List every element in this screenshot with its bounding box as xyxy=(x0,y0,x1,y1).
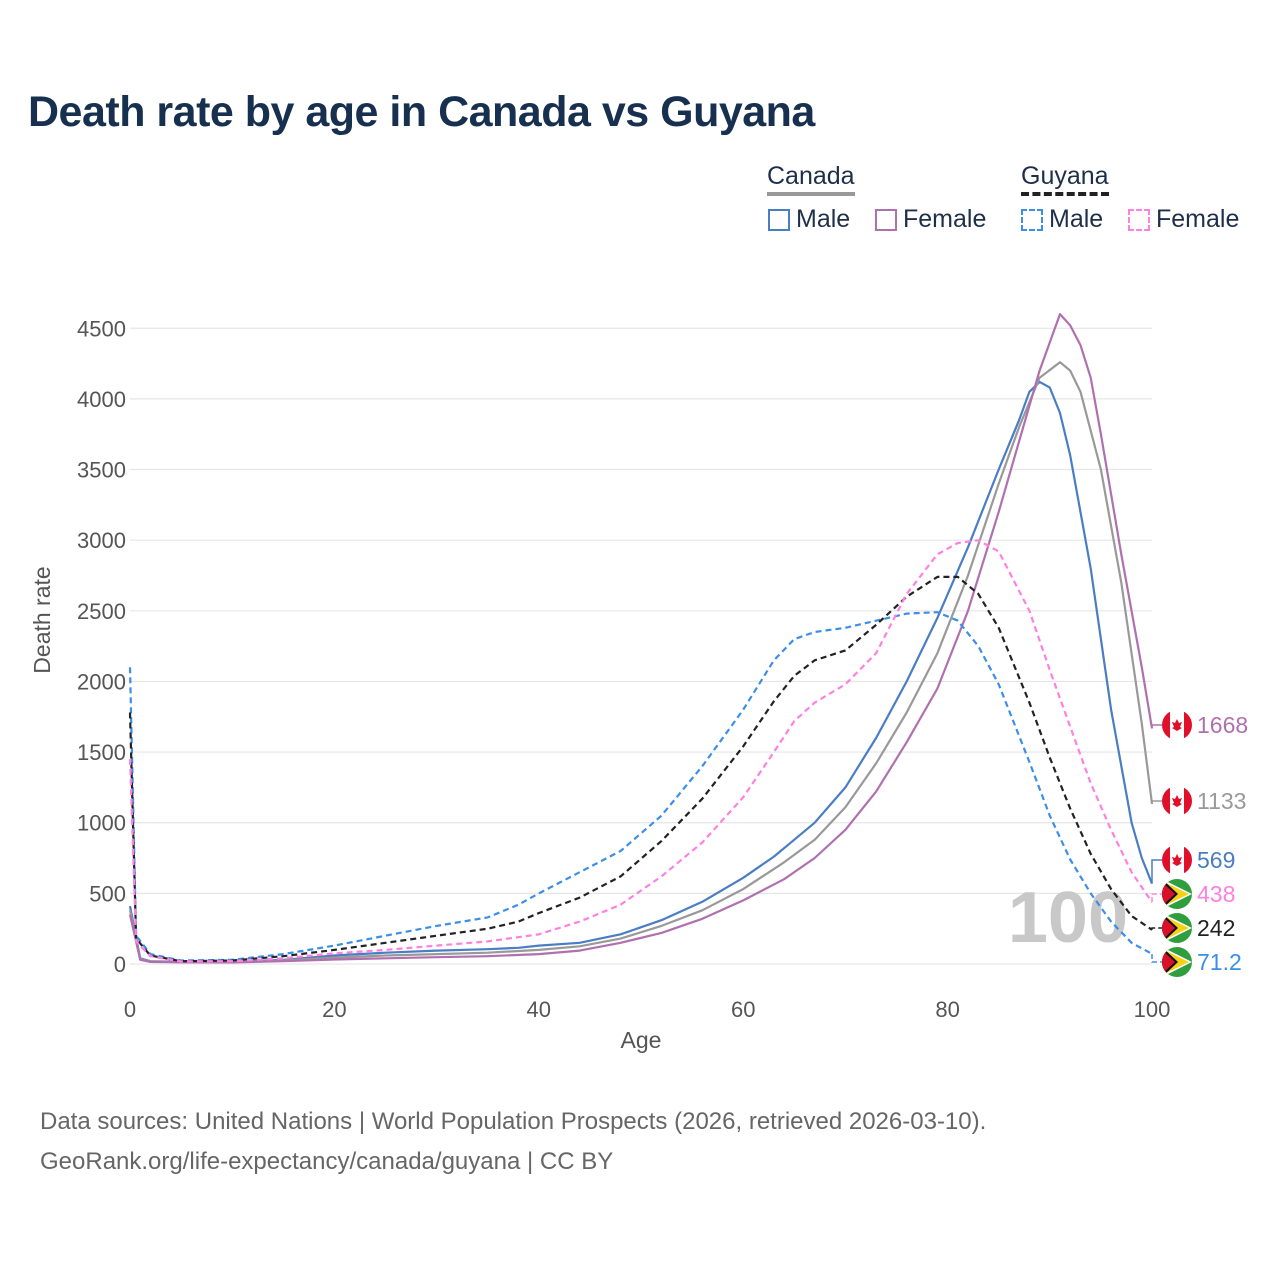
series-line-guyana-both[interactable] xyxy=(128,575,1153,963)
x-tick-label: 60 xyxy=(731,997,755,1022)
legend-swatch xyxy=(875,208,897,231)
legend-label: Female xyxy=(1156,205,1240,233)
canada-flag-icon xyxy=(1162,710,1192,740)
y-tick-label: 2500 xyxy=(77,599,126,624)
x-tick-label: 20 xyxy=(322,997,346,1022)
end-connector xyxy=(1151,724,1162,729)
series-line-canada-female[interactable] xyxy=(128,313,1154,964)
legend-item-guyana-male[interactable]: Male xyxy=(1021,205,1103,234)
y-tick-label: 4500 xyxy=(77,316,126,341)
x-axis-label: Age xyxy=(621,1027,662,1053)
year-watermark: 100 xyxy=(1008,878,1128,958)
legend-group-canada-label: Canada xyxy=(767,162,855,190)
guyana-flag-icon xyxy=(1162,913,1192,943)
end-value-label: 438 xyxy=(1197,881,1235,907)
y-tick-label: 1000 xyxy=(77,811,126,836)
end-connector xyxy=(1151,927,1162,930)
y-tick-label: 3500 xyxy=(77,458,126,483)
end-connector xyxy=(1151,800,1162,804)
y-tick-label: 1500 xyxy=(77,740,126,765)
source-line-1: Data sources: United Nations | World Pop… xyxy=(40,1108,987,1135)
legend-label: Male xyxy=(1049,205,1104,233)
legend-group-guyana-label: Guyana xyxy=(1021,162,1109,190)
legend-group-guyana-underline xyxy=(1021,192,1109,196)
end-value-label: 71.2 xyxy=(1197,949,1242,975)
canada-flag-icon xyxy=(1162,786,1192,816)
chart-title: Death rate by age in Canada vs Guyana xyxy=(28,88,815,136)
legend-group-guyana: Guyana xyxy=(1021,162,1109,196)
y-tick-label: 500 xyxy=(89,881,126,906)
y-tick-label: 3000 xyxy=(77,528,126,553)
x-tick-label: 0 xyxy=(124,997,136,1022)
legend-item-guyana-female[interactable]: Female xyxy=(1128,205,1239,234)
series-line-canada-both[interactable] xyxy=(128,361,1154,964)
end-value-label: 1133 xyxy=(1197,788,1246,814)
legend-item-canada-male[interactable]: Male xyxy=(768,205,850,234)
legend-group-canada-underline xyxy=(767,192,855,196)
end-connector xyxy=(1151,953,1162,963)
guyana-flag-icon xyxy=(1162,879,1192,909)
legend-swatch xyxy=(1128,208,1150,231)
series-line-guyana-female[interactable] xyxy=(128,539,1153,963)
y-tick-label: 0 xyxy=(114,952,126,977)
end-value-label: 242 xyxy=(1197,915,1235,941)
legend-group-canada: Canada xyxy=(767,162,855,196)
end-connector xyxy=(1151,859,1162,884)
series-line-guyana-male[interactable] xyxy=(128,611,1153,962)
y-tick-label: 2000 xyxy=(77,669,126,694)
end-value-label: 1668 xyxy=(1197,712,1248,738)
guyana-flag-icon xyxy=(1162,947,1192,977)
legend-swatch xyxy=(1021,208,1043,231)
line-chart: 0 500 1000 1500 2000 2500 3000 3500 4000 4500 0 20… xyxy=(29,313,1248,1053)
y-axis-label: Death rate xyxy=(29,566,55,673)
canada-flag-icon xyxy=(1162,845,1192,875)
end-connector xyxy=(1151,893,1162,903)
x-tick-label: 40 xyxy=(527,997,551,1022)
legend-label: Female xyxy=(903,205,987,233)
legend-swatch xyxy=(768,208,790,231)
legend-label: Male xyxy=(796,205,851,233)
legend-item-canada-female[interactable]: Female xyxy=(875,205,986,234)
end-value-label: 569 xyxy=(1197,847,1235,873)
y-tick-label: 4000 xyxy=(77,387,126,412)
x-tick-label: 100 xyxy=(1134,997,1171,1022)
source-line-2[interactable]: GeoRank.org/life-expectancy/canada/guyan… xyxy=(40,1148,614,1175)
series-line-canada-male[interactable] xyxy=(128,380,1154,963)
x-tick-label: 80 xyxy=(935,997,959,1022)
